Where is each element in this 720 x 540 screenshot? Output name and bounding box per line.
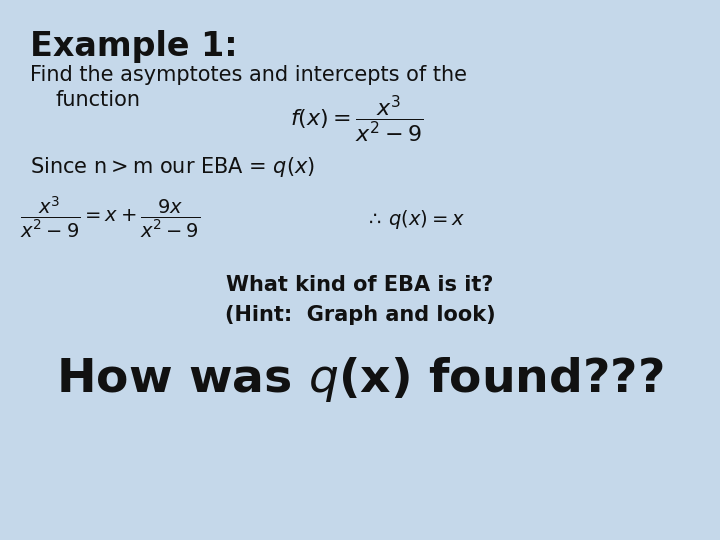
Text: (Hint:  Graph and look): (Hint: Graph and look)	[225, 305, 495, 325]
Text: Example 1:: Example 1:	[30, 30, 238, 63]
Text: What kind of EBA is it?: What kind of EBA is it?	[226, 275, 494, 295]
Text: $f(x) = \dfrac{x^3}{x^2 - 9}$: $f(x) = \dfrac{x^3}{x^2 - 9}$	[290, 93, 424, 145]
Text: $\therefore\, q(x) = x$: $\therefore\, q(x) = x$	[365, 208, 465, 231]
Text: Find the asymptotes and intercepts of the: Find the asymptotes and intercepts of th…	[30, 65, 467, 85]
Text: $\dfrac{x^3}{x^2 - 9} = x + \dfrac{9x}{x^2 - 9}$: $\dfrac{x^3}{x^2 - 9} = x + \dfrac{9x}{x…	[20, 195, 200, 240]
Text: How was $\mathit{q}$(x) found???: How was $\mathit{q}$(x) found???	[56, 355, 664, 404]
Text: function: function	[55, 90, 140, 110]
Text: Since n$>$m our EBA = $q(x)$: Since n$>$m our EBA = $q(x)$	[30, 155, 315, 179]
